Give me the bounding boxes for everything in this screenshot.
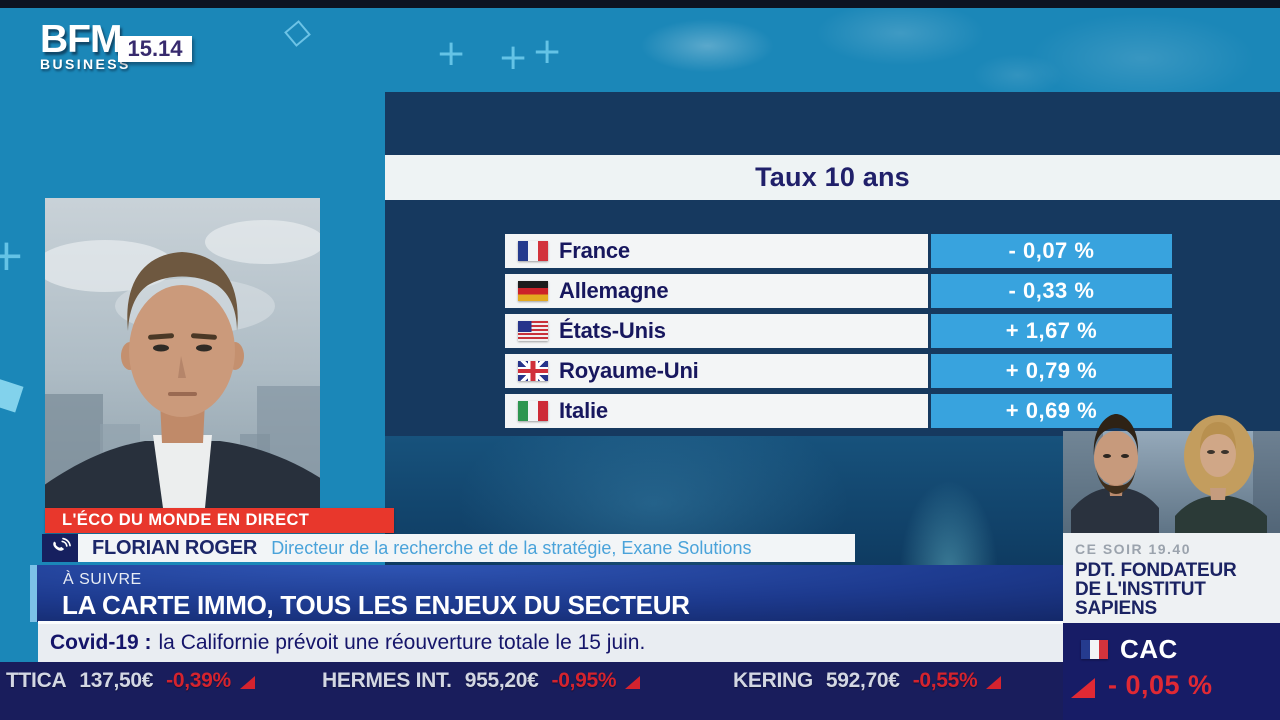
ticker-item: TTICA 137,50€ -0,39% — [6, 669, 255, 693]
country-name: Allemagne — [559, 278, 669, 303]
channel-logo-line2: BUSINESS — [40, 56, 131, 72]
rate-value-cell: + 0,79 % — [931, 354, 1172, 388]
index-change-row: - 0,05 % — [1071, 670, 1213, 701]
rate-value-cell: - 0,07 % — [931, 234, 1172, 268]
promo-panel: CE SOIR 19.40 PDT. FONDATEUR DE L'INSTIT… — [1063, 533, 1280, 623]
france-flag-icon — [1081, 640, 1108, 659]
diamond-icon — [284, 20, 311, 47]
uk-flag-icon — [518, 361, 548, 381]
program-banner: L'ÉCO DU MONDE EN DIRECT — [45, 508, 394, 533]
top-letterbox-bar — [0, 0, 1280, 8]
usa-flag-icon — [518, 321, 548, 341]
country-name: États-Unis — [559, 318, 666, 343]
news-band-text: la Californie prévoit une réouverture to… — [158, 631, 646, 654]
rates-table-row: Royaume-Uni + 0,79 % — [505, 354, 1172, 388]
ticker-stock-change: -0,55% — [912, 669, 978, 692]
next-program-banner: À SUIVRE LA CARTE IMMO, TOUS LES ENJEUX … — [30, 565, 1063, 622]
phone-icon — [52, 537, 71, 551]
clock: 15.14 — [118, 36, 192, 62]
country-name: Royaume-Uni — [559, 358, 699, 383]
ticker-stock-price: 955,20€ — [464, 669, 539, 692]
index-name-row: CAC — [1081, 634, 1178, 665]
country-cell: États-Unis — [505, 314, 928, 348]
ticker-stock-name: HERMES INT. — [322, 669, 452, 692]
ticker-stock-change: -0,95% — [551, 669, 617, 692]
next-program-kicker: À SUIVRE — [63, 571, 142, 588]
news-band: Covid-19 : la Californie prévoit une réo… — [38, 621, 1063, 662]
rate-value-cell: - 0,33 % — [931, 274, 1172, 308]
banner-accent-bar — [30, 565, 37, 622]
rate-value-cell: + 1,67 % — [931, 314, 1172, 348]
ticker-item: KERING 592,70€ -0,55% — [733, 669, 1002, 693]
plus-icon: + — [0, 230, 25, 281]
country-cell: France — [505, 234, 928, 268]
channel-logo-line1: BFM — [40, 18, 122, 61]
promo-title-line: DE L'INSTITUT — [1075, 579, 1206, 600]
index-panel: CAC - 0,05 % — [1063, 623, 1280, 720]
index-name: CAC — [1120, 634, 1178, 664]
ticker-stock-change: -0,39% — [166, 669, 231, 692]
promo-title-line: PDT. FONDATEUR — [1075, 560, 1237, 581]
diamond-icon — [0, 378, 24, 413]
rates-table: France - 0,07 % Allemagne - 0,33 % États-Uni… — [505, 234, 1172, 434]
rates-table-title: Taux 10 ans — [385, 155, 1280, 200]
plus-icon: + — [498, 37, 529, 78]
rate-value-cell: + 0,69 % — [931, 394, 1172, 428]
rates-table-row: France - 0,07 % — [505, 234, 1172, 268]
country-cell: Allemagne — [505, 274, 928, 308]
loss-triangle-icon — [239, 676, 255, 689]
loss-triangle-icon — [986, 676, 1002, 689]
ticker-stock-price: 137,50€ — [79, 669, 154, 692]
next-program-title: LA CARTE IMMO, TOUS LES ENJEUX DU SECTEU… — [62, 590, 690, 620]
guest-portrait-illustration — [45, 198, 320, 508]
promo-title-line: SAPIENS — [1075, 598, 1158, 619]
world-map-pattern — [590, 8, 1280, 92]
plus-icon: + — [532, 31, 563, 72]
channel-logo: BFM BUSINESS — [40, 20, 131, 72]
promo-guests-illustration — [1063, 414, 1280, 533]
rates-table-row: Allemagne - 0,33 % — [505, 274, 1172, 308]
plus-icon: + — [436, 33, 467, 74]
germany-flag-icon — [518, 281, 548, 301]
ticker-stock-name: KERING — [733, 669, 813, 692]
guest-name: FLORIAN ROGER — [92, 536, 258, 559]
rates-table-row: Italie + 0,69 % — [505, 394, 1172, 428]
guest-portrait-image — [45, 198, 320, 508]
ticker-stock-price: 592,70€ — [825, 669, 900, 692]
promo-time-label: CE SOIR 19.40 — [1075, 541, 1191, 557]
guest-role: Directeur de la recherche et de la strat… — [271, 537, 752, 558]
news-band-label: Covid-19 : — [50, 631, 152, 654]
guest-lower-third: FLORIAN ROGER Directeur de la recherche … — [78, 534, 855, 562]
promo-guests-image — [1063, 398, 1280, 533]
country-name: France — [559, 238, 630, 263]
ticker-stock-name: TTICA — [6, 669, 67, 692]
country-cell: Italie — [505, 394, 928, 428]
country-cell: Royaume-Uni — [505, 354, 928, 388]
loss-triangle-icon — [625, 676, 641, 689]
rates-table-row: États-Unis + 1,67 % — [505, 314, 1172, 348]
italy-flag-icon — [518, 401, 548, 421]
phone-box — [42, 534, 78, 562]
index-change: - 0,05 % — [1108, 670, 1213, 700]
country-name: Italie — [559, 398, 608, 423]
france-flag-icon — [518, 241, 548, 261]
promo-guest-title: PDT. FONDATEUR DE L'INSTITUT SAPIENS — [1075, 561, 1237, 618]
ticker-item: HERMES INT. 955,20€ -0,95% — [322, 669, 641, 693]
loss-triangle-icon — [1071, 678, 1095, 698]
